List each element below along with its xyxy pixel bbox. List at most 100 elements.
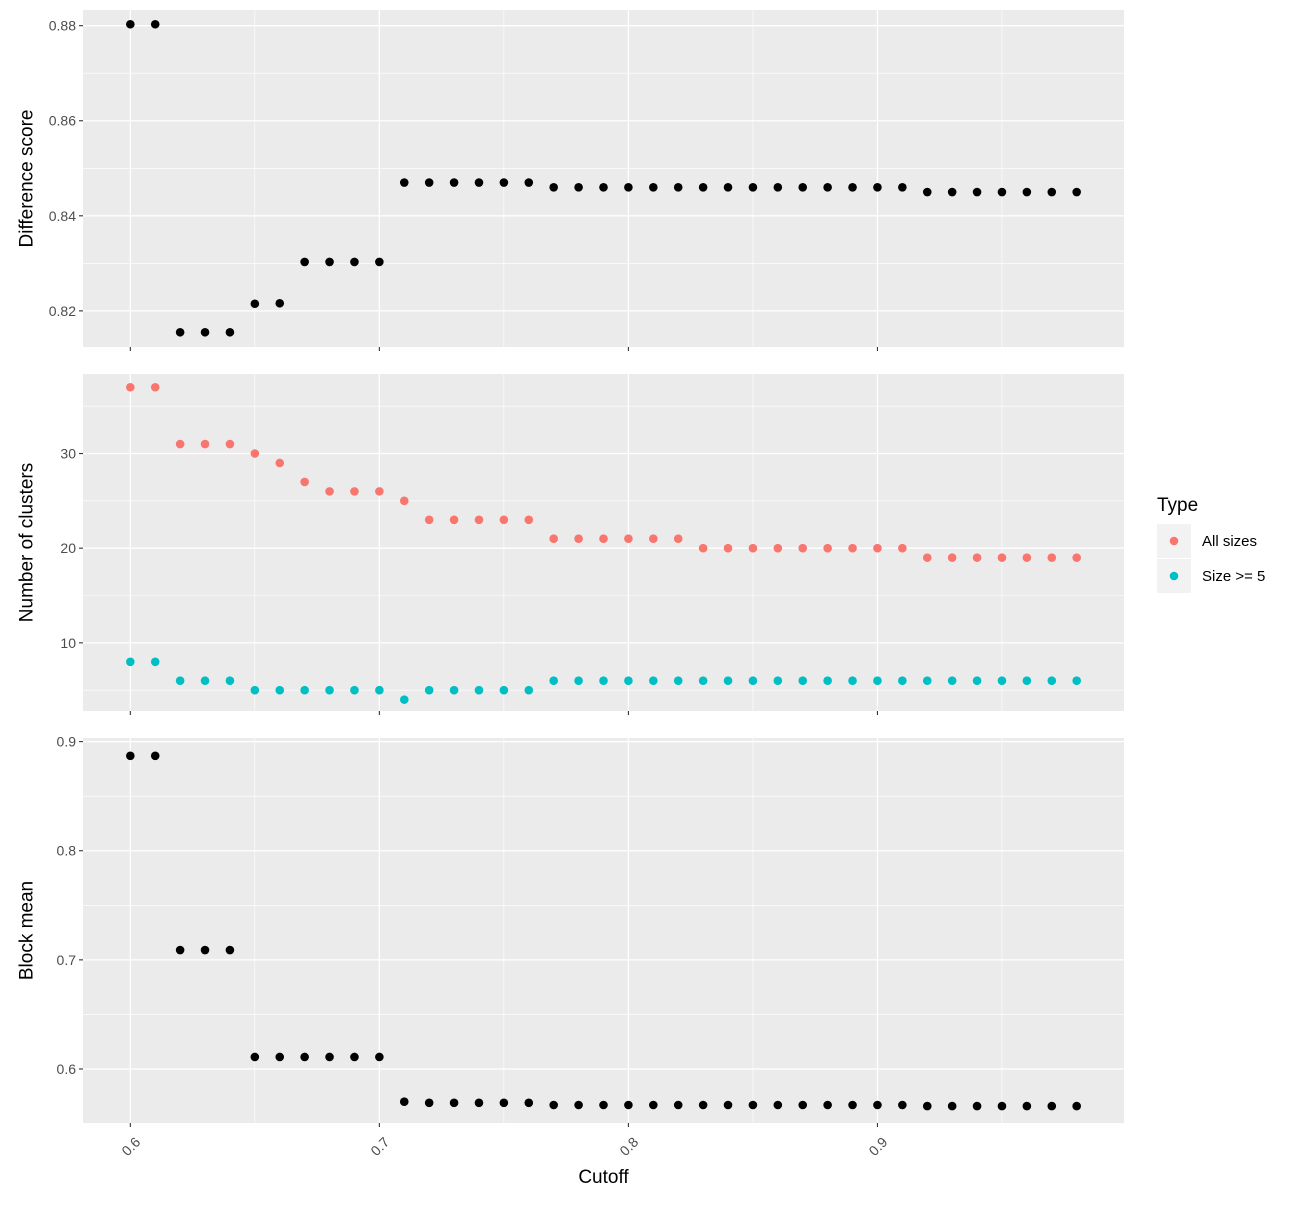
legend-title: Type (1157, 495, 1198, 516)
data-point (474, 515, 484, 525)
data-point (1072, 187, 1081, 197)
data-point (350, 487, 359, 496)
data-point (225, 676, 235, 686)
data-point (798, 182, 808, 192)
data-point (997, 676, 1007, 686)
series-1 (126, 19, 1081, 337)
data-point (150, 382, 160, 392)
data-point (350, 1052, 359, 1062)
data-point (698, 1100, 708, 1110)
data-point (549, 182, 558, 192)
data-point (1022, 676, 1032, 686)
data-point (524, 685, 534, 695)
data-point (399, 1097, 409, 1107)
data-point (748, 676, 758, 686)
data-point (449, 178, 459, 187)
series-1 (126, 751, 1081, 1111)
legend-label: Size >= 5 (1202, 568, 1265, 585)
data-point (499, 685, 509, 695)
data-point (350, 685, 359, 695)
data-point (698, 676, 708, 686)
data-point (947, 187, 957, 197)
data-point (798, 676, 808, 686)
y-tick-label: 20 (60, 540, 76, 556)
data-point (225, 439, 235, 449)
data-point (424, 178, 434, 187)
data-point (126, 657, 135, 667)
panel-2: 10 20 30 Number of clusters (17, 374, 1124, 715)
data-point (873, 676, 882, 686)
x-tick-label: 0.7 (367, 1134, 392, 1159)
data-point (599, 534, 608, 544)
data-point (574, 182, 583, 192)
data-point (175, 945, 185, 955)
data-point (275, 685, 285, 695)
data-point (624, 534, 633, 544)
data-point (848, 543, 857, 553)
y-tick-label: 0.82 (49, 303, 76, 319)
data-point (549, 534, 558, 544)
data-point (200, 676, 210, 686)
data-point (773, 676, 783, 686)
data-point (524, 515, 534, 525)
y-tick-label: 0.9 (57, 734, 77, 750)
data-point (549, 1100, 558, 1110)
data-point (300, 1052, 309, 1062)
data-point (898, 676, 907, 686)
data-point (624, 1100, 633, 1110)
data-point (848, 182, 857, 192)
data-point (499, 1098, 509, 1108)
data-point (175, 676, 185, 686)
data-point (947, 553, 957, 562)
data-point (574, 676, 583, 686)
panel-background (83, 10, 1124, 347)
legend-label: All sizes (1202, 533, 1257, 550)
data-point (1072, 553, 1081, 562)
y-axis-title: Block mean (17, 881, 38, 980)
data-point (126, 382, 135, 392)
data-point (698, 543, 708, 553)
data-point (823, 182, 832, 192)
data-point (649, 676, 658, 686)
y-tick-label: 10 (60, 635, 76, 651)
data-point (474, 1098, 484, 1108)
data-point (673, 534, 683, 544)
data-point (1047, 187, 1057, 197)
data-point (399, 496, 409, 506)
data-point (399, 178, 409, 187)
data-point (997, 187, 1007, 197)
panel-3: 0.6 0.7 0.8 0.9 Block mean (17, 734, 1124, 1127)
data-point (1047, 1101, 1057, 1111)
data-point (624, 182, 633, 192)
data-point (424, 515, 434, 525)
data-point (1072, 1101, 1081, 1111)
data-point (524, 1098, 534, 1108)
data-point (499, 515, 509, 525)
data-point (898, 1100, 907, 1110)
data-point (873, 543, 882, 553)
data-point (773, 182, 783, 192)
data-point (997, 553, 1007, 562)
data-point (150, 19, 160, 29)
data-point (947, 676, 957, 686)
data-point (798, 1100, 808, 1110)
data-point (972, 553, 982, 562)
data-point (574, 534, 583, 544)
data-point (873, 182, 882, 192)
data-point (1022, 553, 1032, 562)
data-point (325, 257, 334, 267)
y-axis-title: Number of clusters (17, 463, 38, 622)
data-point (200, 439, 210, 449)
data-point (1072, 676, 1081, 686)
data-point (723, 1100, 733, 1110)
x-axis-title: Cutoff (578, 1167, 629, 1188)
data-point (624, 676, 633, 686)
data-point (325, 487, 334, 496)
data-point (823, 676, 832, 686)
data-point (275, 1052, 285, 1062)
data-point (200, 945, 210, 955)
data-point (126, 751, 135, 761)
data-point (698, 182, 708, 192)
data-point (449, 515, 459, 525)
